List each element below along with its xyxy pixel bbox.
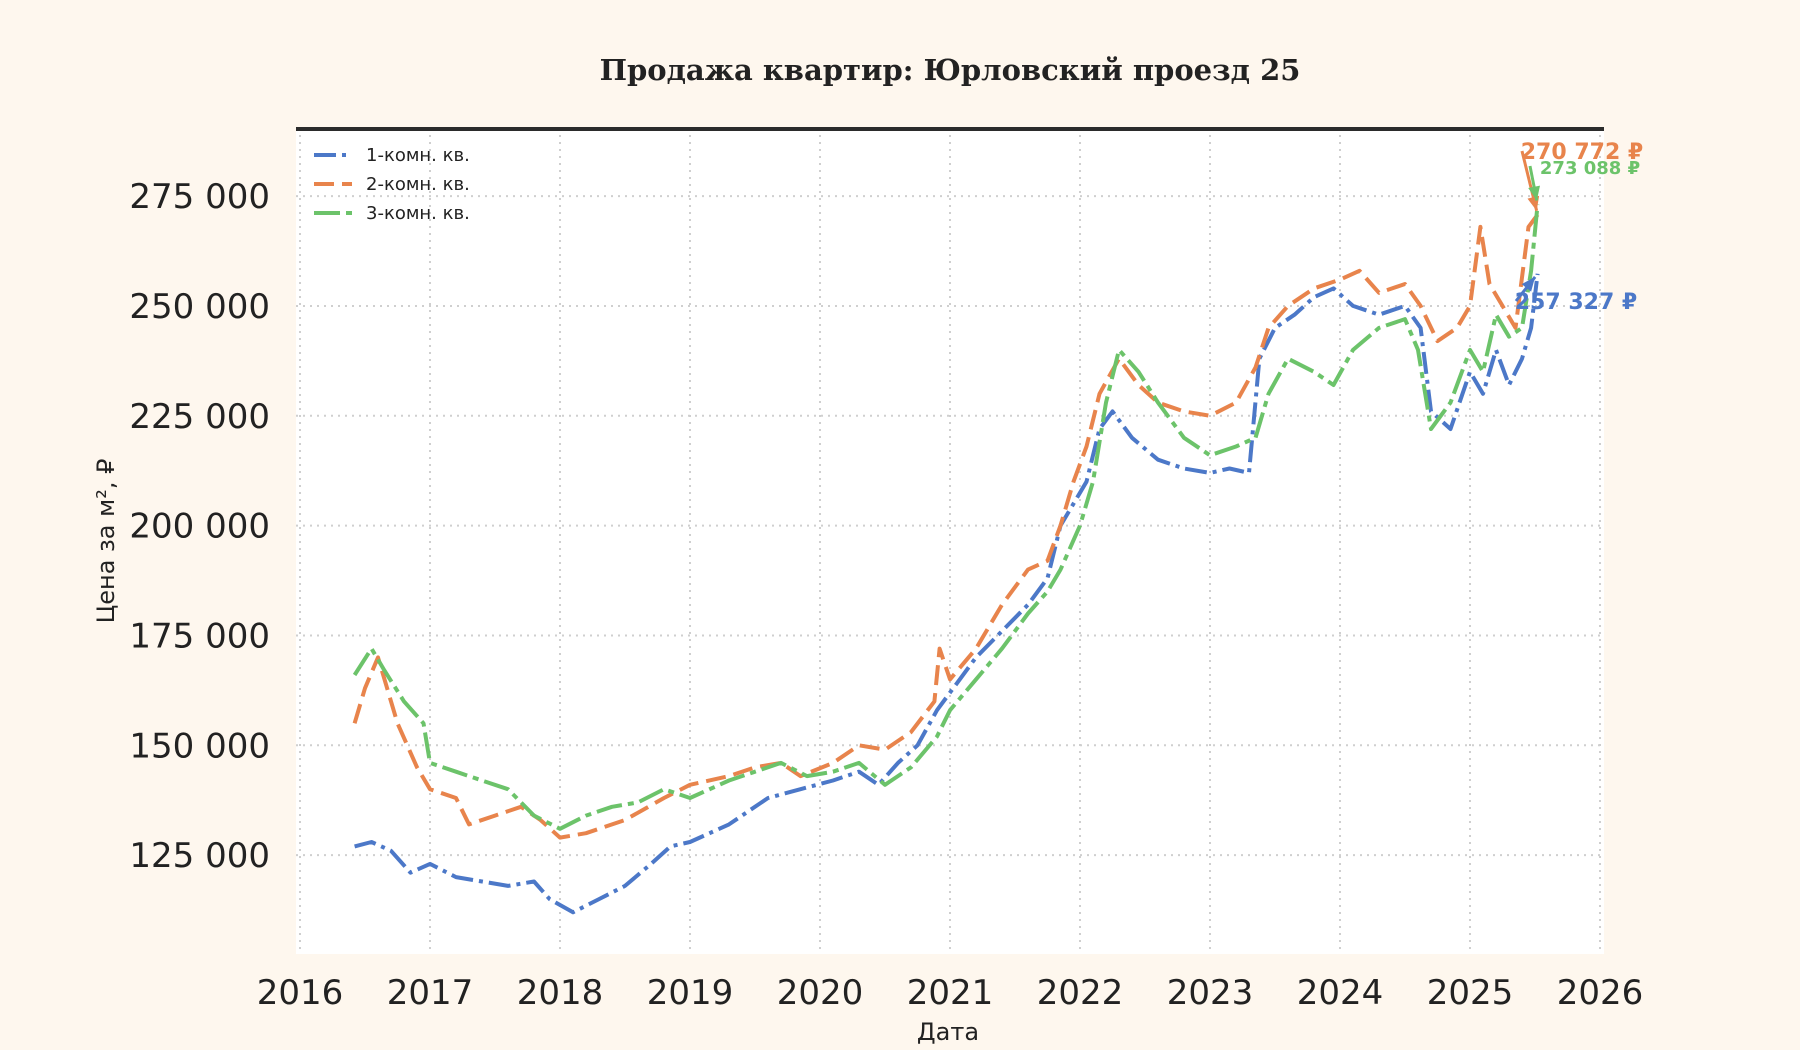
x-tick-label: 2026: [1557, 973, 1644, 1013]
x-axis-ticks: 2016 2017 2018 2019 2020 2021 2022 2023 2024 2025…: [257, 973, 1644, 1013]
y-tick-label: 125 000: [129, 836, 270, 876]
legend-label: 3-комн. кв.: [366, 203, 470, 224]
series-line-3: [352, 204, 1540, 831]
y-tick-label: 200 000: [129, 507, 270, 547]
x-tick-label: 2018: [517, 973, 604, 1013]
y-tick-label: 225 000: [129, 397, 270, 437]
end-label-arrowhead: [1521, 276, 1536, 292]
x-axis-label: Дата: [917, 1018, 979, 1046]
end-label-arrowhead: [1528, 185, 1541, 201]
y-tick-label: 150 000: [129, 726, 270, 766]
legend: 1-комн. кв. 2-комн. кв. 3-комн. кв.: [314, 145, 470, 224]
x-tick-label: 2016: [257, 973, 344, 1013]
y-tick-label: 250 000: [129, 287, 270, 327]
x-tick-label: 2024: [1297, 973, 1384, 1013]
x-tick-label: 2017: [387, 973, 474, 1013]
end-label: 273 088 ₽: [1540, 158, 1640, 179]
y-tick-label: 275 000: [129, 177, 270, 217]
legend-label: 1-комн. кв.: [366, 145, 470, 166]
chart-title: Продажа квартир: Юрловский проезд 25: [600, 53, 1301, 87]
series-line-1: [354, 273, 1540, 915]
x-tick-label: 2019: [647, 973, 734, 1013]
x-tick-label: 2025: [1427, 973, 1514, 1013]
y-axis-ticks: 125 000 150 000 175 000 200 000 225 000 250 0…: [129, 177, 270, 876]
end-label: 257 327 ₽: [1515, 290, 1637, 315]
x-tick-label: 2020: [777, 973, 864, 1013]
end-labels: 257 327 ₽ 270 772 ₽273 088 ₽: [1515, 140, 1643, 315]
y-axis-label: Цена за м², ₽: [92, 459, 120, 624]
legend-label: 2-комн. кв.: [366, 174, 470, 195]
x-tick-label: 2022: [1037, 973, 1124, 1013]
y-tick-label: 175 000: [129, 616, 270, 656]
x-tick-label: 2023: [1167, 973, 1254, 1013]
x-tick-label: 2021: [907, 973, 994, 1013]
end-label: 270 772 ₽: [1521, 140, 1643, 165]
grid: [296, 128, 1604, 954]
series-lines: [352, 204, 1540, 915]
